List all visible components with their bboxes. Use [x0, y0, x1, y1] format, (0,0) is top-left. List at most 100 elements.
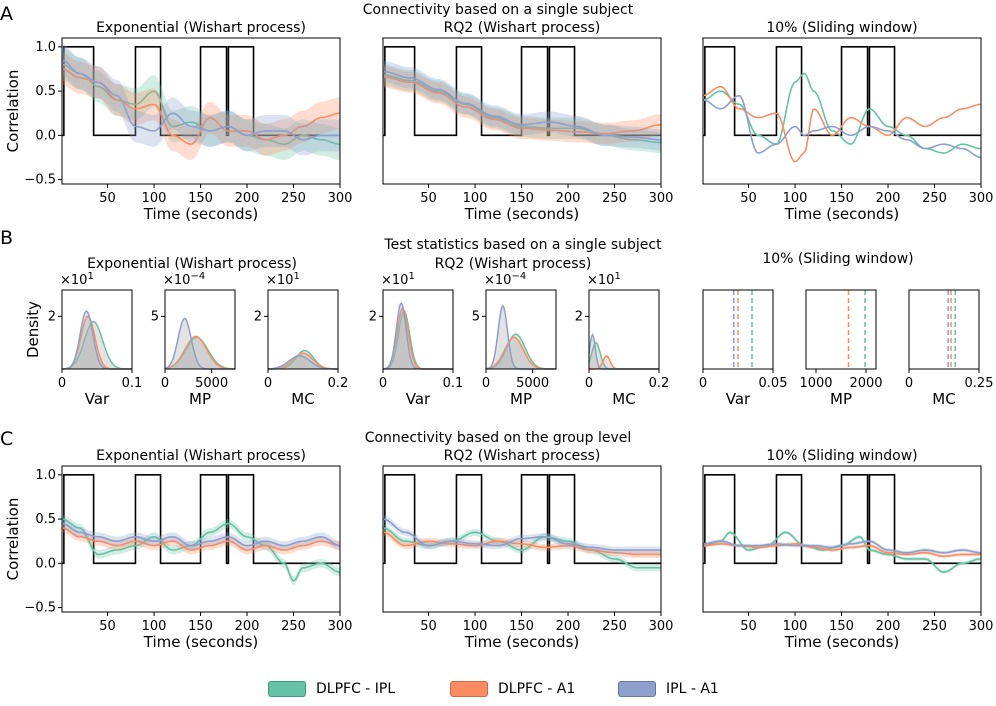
panel-a-band-dlpfc-a1-1	[62, 53, 340, 161]
panel-a-xtick-label-3-100: 100	[783, 191, 808, 206]
panel-b-3-mp-xlabel: MP	[830, 390, 852, 408]
panel-b-1-mp-fill-dlpfc-a1	[165, 336, 235, 369]
panel-c-xtick-label-3-300: 300	[969, 619, 994, 634]
panel-a-xlabel-3: Time (seconds)	[784, 205, 900, 223]
panel-b-1-mc-fill-dlpfc-ipl	[268, 350, 338, 369]
panel-b-3-mp-xtick-label-0: 1000	[799, 376, 832, 391]
panel-c-ytick-label-1: 1.0	[35, 468, 56, 483]
panel-b-1-mc-curve-ipl-a1	[267, 355, 339, 370]
panel-b-2-mc-ytick-label-2: 2	[575, 309, 583, 324]
panel-b-1-mp-fill-dlpfc-ipl	[165, 337, 235, 369]
panel-c-xlabel-1: Time (seconds)	[143, 633, 259, 651]
panel-b-1-mp-axes-frame	[164, 289, 236, 370]
panel-b-1-mc-fill-ipl-a1	[268, 355, 338, 369]
panel-b-1-mp-xtick-label-0: 0	[161, 376, 169, 391]
panel-a-line-ipl-a1-3	[702, 94, 982, 159]
panel-a-xtick-label-1-100: 100	[142, 191, 167, 206]
panel-c-band-dlpfc-ipl-2	[383, 524, 661, 572]
panel-c-xtick-label-1-200: 200	[235, 619, 260, 634]
panel-b-1-var-xlabel: Var	[85, 390, 110, 408]
panel-c-xtick-label-3-250: 250	[922, 619, 947, 634]
legend-label-dlpfc-a1: DLPFC - A1	[498, 681, 576, 697]
panel-c-line-dlpfc-a1-2	[382, 531, 661, 556]
legend-item-dlpfc-ipl: DLPFC - IPL	[268, 674, 395, 704]
panel-b-3-var-axes-frame	[702, 289, 774, 370]
panel-a-xtick-label-3-250: 250	[922, 191, 947, 206]
panel-b-2-mp-ytick-label-5: 5	[472, 309, 480, 324]
panel-a-ytick-label-1: 1.0	[35, 40, 56, 55]
panel-a-xtick-label-2-200: 200	[556, 191, 581, 206]
panel-c-xlabel-2: Time (seconds)	[464, 633, 580, 651]
panel-b-3-mp-xtick-label-1: 2000	[849, 376, 882, 391]
panel-b-1-mc-xtick-label-1: 0.2	[328, 376, 349, 391]
panel-b-3-var-xlabel: Var	[726, 390, 751, 408]
panel-b-1-var-fill-dlpfc-a1	[62, 316, 132, 369]
panel-a-task-regressor-1	[62, 46, 340, 137]
panel-b-2-mp-exponent-power: −4	[511, 271, 526, 282]
panel-b-2-mc-fill-dlpfc-a1	[589, 355, 659, 369]
legend-swatch-ipl-a1	[618, 681, 656, 697]
legend-item-ipl-a1: IPL - A1	[618, 674, 719, 704]
panel-c-ylabel: Correlation	[4, 498, 22, 581]
panel-b-1-var-exponent-power: 1	[87, 271, 93, 282]
panel-b-2-mp-xlabel: MP	[510, 390, 532, 408]
panel-a-line-dlpfc-a1-3	[702, 85, 982, 163]
panel-b-1-mc-exponent: ×101	[266, 271, 300, 288]
panel-c-task-regressor-1	[62, 474, 340, 565]
panel-b-2-mc-exponent-power: 1	[614, 271, 620, 282]
panel-c-line-ipl-a1-1	[61, 522, 341, 547]
panel-a-band-ipl-a1-2	[383, 61, 661, 151]
panel-b-1-mp-fill-ipl-a1	[165, 318, 235, 369]
panel-b-1-var-axes-frame	[61, 289, 133, 370]
panel-b-1-mc-ytick-label-2: 2	[254, 309, 262, 324]
panel-a-xtick-label-3-200: 200	[876, 191, 901, 206]
panel-a-subplot-2: RQ2 (Wishart process) 50 100 150 200 250 300 Ti…	[382, 20, 673, 223]
panel-c-line-ipl-a1-2	[382, 518, 661, 551]
panel-letter-b: B	[0, 227, 13, 249]
panel-a-subplot-title-1: Exponential (Wishart process)	[96, 20, 306, 36]
panel-a-section-title: Connectivity based on a single subject	[363, 2, 634, 18]
panel-b-2-mc-subplot: 2 ×101 0 0.2 MC	[575, 271, 670, 408]
panel-b-3-mp-axes-frame	[805, 289, 877, 370]
panel-b-1-mp-exponent-power: −4	[190, 271, 205, 282]
panel-a-line-dlpfc-ipl-1	[61, 63, 341, 145]
panel-c-subplot-2: RQ2 (Wishart process) 50 100 150 200 250 300 Ti…	[382, 448, 673, 651]
panel-b-group-title-2: RQ2 (Wishart process)	[435, 256, 592, 272]
panel-a-xlabel-1: Time (seconds)	[143, 205, 259, 223]
panel-b-2-var-subplot: 2 ×101 0 0.1 Var	[369, 271, 464, 408]
panel-a-xtick-label-3-50: 50	[740, 191, 757, 206]
panel-a-band-dlpfc-a1-2	[383, 66, 661, 145]
panel-b-1-var-subplot: 2 ×101 0 0.1 Var	[48, 271, 143, 408]
panel-b-1-mc-axes-frame	[267, 289, 339, 370]
panel-b-3-mc-xtick-label-0: 0	[905, 376, 913, 391]
panel-b-2-var-xlabel: Var	[406, 390, 431, 408]
panel-c-ytick-label-0: 0.0	[35, 556, 56, 571]
panel-c-xtick-label-2-150: 150	[509, 619, 534, 634]
panel-a-xtick-label-1-200: 200	[235, 191, 260, 206]
panel-a-task-regressor-2	[383, 46, 661, 137]
panel-c-task-regressor-2	[383, 474, 661, 565]
panel-c-line-dlpfc-a1-3	[702, 543, 981, 558]
panel-c-line-dlpfc-a1-1	[61, 527, 341, 551]
panel-a-line-dlpfc-ipl-3	[702, 72, 982, 154]
panel-a-xtick-label-3-150: 150	[829, 191, 854, 206]
panel-b-2-mc-fill-ipl-a1	[589, 334, 659, 369]
panel-b-2-var-xtick-label-0: 0	[379, 376, 387, 391]
panel-b-section-title: Test statistics based on a single subjec…	[383, 237, 662, 253]
panel-a-xtick-label-3-300: 300	[969, 191, 994, 206]
panel-a-xtick-label-1-250: 250	[281, 191, 306, 206]
panel-a-xlabel-2: Time (seconds)	[464, 205, 580, 223]
panel-b-ylabel: Density	[24, 301, 42, 358]
panel-a-line-ipl-a1-2	[382, 70, 662, 141]
panel-b-1-var-xtick-label-0: 0	[58, 376, 66, 391]
panel-c-subplot-title-2: RQ2 (Wishart process)	[444, 448, 601, 464]
panel-b-1-mp-ytick-label-5: 5	[151, 309, 159, 324]
panel-c-xtick-label-1-300: 300	[328, 619, 353, 634]
panel-c-section-title: Connectivity based on the group level	[365, 430, 632, 446]
panel-b-2-mc-axes-frame	[588, 289, 660, 370]
panel-letter-a: A	[0, 3, 13, 25]
panel-c-subplot-3: 10% (Sliding window) 50 100 150 200 250 300 Tim…	[702, 448, 994, 651]
panel-b-2-var-axes-frame	[382, 289, 454, 370]
panel-c-subplot-1: Exponential (Wishart process) 50 100 150 200…	[4, 448, 352, 651]
